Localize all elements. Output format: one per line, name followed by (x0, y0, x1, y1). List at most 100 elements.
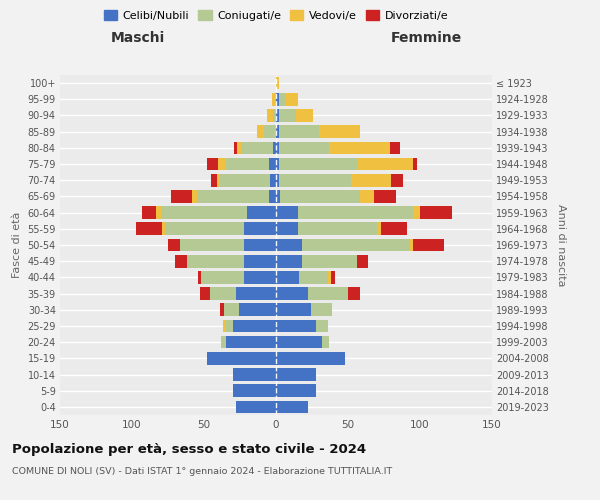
Bar (276, 206, 298, 219)
Bar (244, 222, 276, 235)
Bar (413, 158, 417, 170)
Bar (302, 255, 356, 268)
Bar (270, 174, 276, 186)
Bar (311, 304, 332, 316)
Bar (211, 174, 217, 186)
Bar (322, 336, 329, 348)
Bar (197, 190, 269, 202)
Bar (233, 320, 276, 332)
Bar (279, 93, 286, 106)
Bar (273, 142, 276, 154)
Bar (276, 336, 322, 348)
Text: Maschi: Maschi (111, 31, 165, 45)
Y-axis label: Anni di nascita: Anni di nascita (556, 204, 566, 286)
Bar (331, 271, 335, 283)
Bar (247, 206, 276, 219)
Bar (302, 238, 410, 252)
Bar (377, 222, 381, 235)
Bar (233, 368, 276, 381)
Bar (193, 190, 197, 202)
Bar (244, 255, 276, 268)
Bar (316, 320, 328, 332)
Bar (374, 190, 395, 202)
Bar (187, 255, 244, 268)
Bar (298, 206, 413, 219)
Bar (276, 255, 302, 268)
Bar (207, 352, 276, 364)
Bar (328, 271, 331, 283)
Legend: Celibi/Nubili, Coniugati/e, Vedovi/e, Divorziati/e: Celibi/Nubili, Coniugati/e, Vedovi/e, Di… (100, 6, 452, 25)
Bar (220, 304, 224, 316)
Y-axis label: Fasce di età: Fasce di età (12, 212, 22, 278)
Bar (410, 238, 413, 252)
Bar (220, 174, 270, 186)
Bar (275, 93, 276, 106)
Bar (276, 238, 302, 252)
Text: Popolazione per età, sesso e stato civile - 2024: Popolazione per età, sesso e stato civil… (12, 442, 366, 456)
Bar (218, 158, 226, 170)
Bar (265, 126, 276, 138)
Bar (279, 174, 351, 186)
Bar (244, 271, 276, 283)
Bar (276, 158, 279, 170)
Bar (201, 271, 244, 283)
Bar (359, 190, 374, 202)
Bar (136, 222, 162, 235)
Bar (234, 142, 237, 154)
Bar (413, 238, 445, 252)
Bar (210, 288, 236, 300)
Bar (381, 222, 407, 235)
Bar (420, 206, 452, 219)
Bar (272, 93, 275, 106)
Bar (276, 304, 311, 316)
Bar (241, 142, 273, 154)
Bar (276, 126, 279, 138)
Bar (286, 93, 298, 106)
Bar (276, 368, 316, 381)
Bar (276, 271, 299, 283)
Bar (236, 288, 276, 300)
Bar (273, 109, 276, 122)
Bar (268, 109, 273, 122)
Bar (280, 190, 359, 202)
Bar (296, 109, 313, 122)
Bar (207, 158, 218, 170)
Bar (391, 174, 403, 186)
Text: Femmine: Femmine (391, 31, 461, 45)
Bar (175, 255, 187, 268)
Bar (226, 158, 269, 170)
Bar (358, 158, 413, 170)
Bar (299, 271, 328, 283)
Bar (157, 206, 161, 219)
Bar (351, 174, 391, 186)
Bar (236, 400, 276, 413)
Bar (244, 238, 276, 252)
Bar (198, 271, 201, 283)
Bar (356, 255, 368, 268)
Bar (276, 109, 279, 122)
Bar (276, 400, 308, 413)
Bar (390, 142, 400, 154)
Bar (224, 304, 239, 316)
Bar (239, 304, 276, 316)
Bar (162, 222, 165, 235)
Bar (171, 190, 193, 202)
Bar (279, 126, 319, 138)
Bar (269, 158, 276, 170)
Bar (348, 288, 359, 300)
Bar (233, 384, 276, 397)
Bar (276, 77, 279, 90)
Bar (165, 222, 244, 235)
Bar (276, 288, 308, 300)
Bar (168, 238, 179, 252)
Bar (276, 384, 316, 397)
Bar (237, 142, 241, 154)
Bar (276, 93, 279, 106)
Bar (308, 288, 348, 300)
Bar (142, 206, 157, 219)
Bar (279, 142, 329, 154)
Bar (257, 126, 265, 138)
Bar (226, 320, 233, 332)
Bar (161, 206, 247, 219)
Bar (221, 336, 226, 348)
